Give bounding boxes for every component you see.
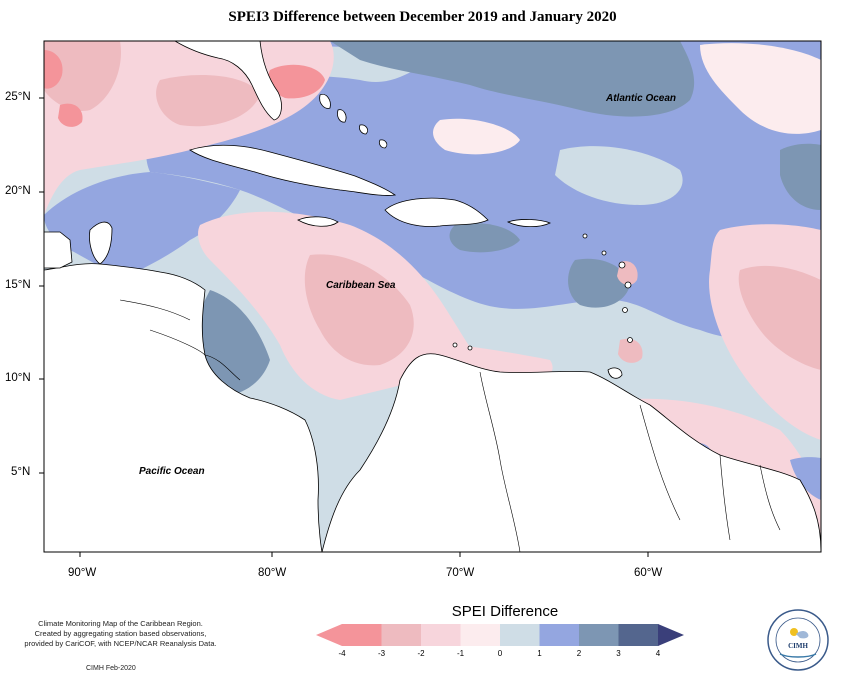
lon-tick-70w: 70°W (446, 567, 475, 579)
color-bar-tick-label: 4 (655, 649, 661, 658)
color-bar-cell (539, 624, 580, 646)
color-bar-tick-label: -2 (417, 649, 425, 658)
color-bar-tick-label: 3 (616, 649, 621, 658)
color-bar-cell (500, 624, 540, 646)
color-bar-tick-label: -1 (456, 649, 465, 658)
color-bar-tick-label: 1 (537, 649, 542, 658)
color-bar-cell (618, 624, 659, 646)
lat-tick-20n: 20°N (5, 185, 31, 197)
color-bar (316, 624, 684, 646)
color-bar-cell (342, 624, 382, 646)
color-bar-max-arrow (658, 624, 684, 646)
lat-tick-10n: 10°N (5, 372, 31, 384)
credit-line: Climate Monitoring Map of the Caribbean … (38, 619, 203, 628)
country-borders (119, 299, 781, 552)
color-bar-cell (579, 624, 619, 646)
lat-tick-5n: 5°N (11, 466, 31, 478)
color-bar-cell (460, 624, 501, 646)
land (44, 41, 821, 552)
color-bar-min-arrow (316, 624, 342, 646)
lat-tick-25n: 25°N (5, 91, 31, 103)
pacific-ocean-label: Pacific Ocean (139, 466, 205, 477)
legend-title: SPEI Difference (451, 603, 559, 620)
credit-date: CIMH Feb-2020 (86, 665, 136, 672)
credit-line: provided by CariCOF, with NCEP/NCAR Rean… (24, 639, 217, 648)
lon-tick-60w: 60°W (634, 567, 663, 579)
lon-tick-80w: 80°W (258, 567, 287, 579)
cimh-logo: CIMH (767, 609, 829, 671)
map-title: SPEI3 Difference between December 2019 a… (228, 9, 617, 25)
credit-line: Created by aggregating station based obs… (34, 629, 207, 638)
spei-field (44, 41, 821, 552)
lat-tick-15n: 15°N (5, 279, 31, 291)
color-bar-tick-label: -3 (377, 649, 386, 658)
axis-ticks (39, 97, 649, 557)
color-bar-tick-label: 0 (497, 649, 503, 658)
color-bar-tick-label: -4 (338, 649, 346, 658)
credit-text: Climate Monitoring Map of the Caribbean … (8, 619, 233, 649)
color-bar-tick-label: 2 (576, 649, 582, 658)
color-bar-cell (421, 624, 461, 646)
color-bar-cell (381, 624, 422, 646)
atlantic-ocean-label: Atlantic Ocean (606, 93, 677, 104)
caribbean-sea-label: Caribbean Sea (326, 280, 396, 291)
lon-tick-90w: 90°W (68, 567, 97, 579)
logo-text: CIMH (788, 642, 808, 650)
